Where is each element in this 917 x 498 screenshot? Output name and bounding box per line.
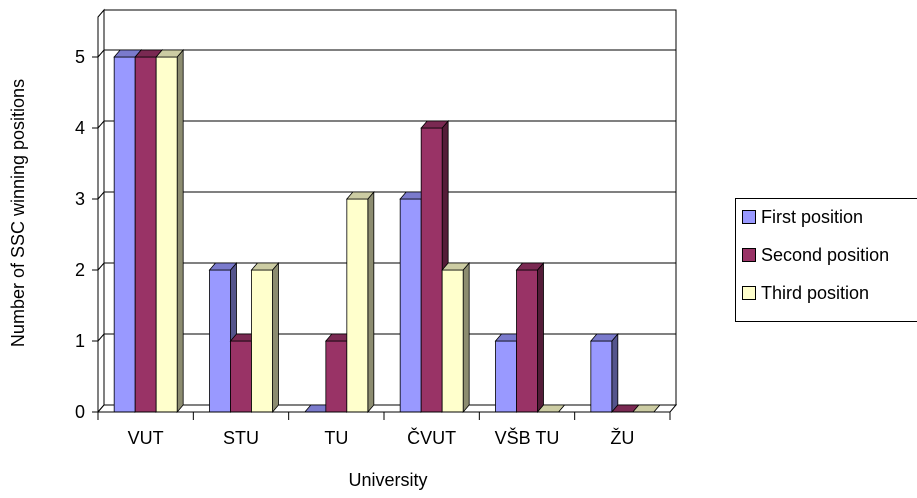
legend-item: Second position [742,245,889,265]
x-tick-label: ŽU [610,428,634,448]
bar-front [134,56,157,413]
bar [345,190,375,414]
y-tick-label: 0 [75,402,85,422]
bar [515,261,545,414]
legend-label: First position [761,206,864,227]
x-tick-label: VUT [128,428,164,448]
x-tick-label: STU [223,428,259,448]
gridline [97,262,676,271]
chart-walls [96,8,678,414]
bar-front [230,340,252,413]
x-tick-labels: VUT STU TU ČVUT VŠB TU ŽU [128,427,635,448]
bar [631,404,661,413]
legend: First position Second position Third posit… [735,198,917,322]
bar-front [441,269,464,413]
legend-item: Third position [742,283,869,303]
bar-front [155,56,178,413]
y-tick-label: 4 [75,118,85,138]
bar-side [367,190,375,414]
bar-side [537,261,544,414]
bar-top [250,262,280,271]
y-tick-label: 5 [75,47,85,67]
bar-top [441,262,471,271]
x-tick-label: ČVUT [407,427,456,448]
x-tick-label: VŠB TU [495,427,560,448]
y-tick-labels: 0 1 2 3 4 5 [75,47,85,422]
bar-side [611,332,619,414]
gridline [97,120,676,129]
bar-front [346,198,369,413]
bar-side [272,261,279,414]
bar-front [113,56,136,413]
axes [92,17,671,420]
legend-swatch [742,286,756,300]
bar [589,332,619,414]
bar-front [251,269,273,413]
bar-top [420,120,450,129]
bar-front [590,340,613,413]
bar-top [345,191,375,200]
bars [113,48,661,414]
gridline [97,333,676,342]
gridline [97,49,676,58]
floor [96,404,678,413]
bar-front [516,269,538,413]
side-wall [97,8,105,414]
y-tick-label: 2 [75,260,85,280]
bar-front [209,269,231,413]
legend-swatch [742,248,756,262]
legend-label: Second position [761,244,890,265]
y-tick-label: 3 [75,189,85,209]
legend-swatch [742,210,756,224]
bar-front [399,198,422,413]
legend-label: Third position [761,282,870,303]
x-axis-label: University [348,470,427,490]
y-tick-label: 1 [75,331,85,351]
back-wall [103,9,677,406]
bar-front [325,340,348,413]
bar-front [420,127,443,413]
bar-side [462,261,470,414]
bar-top [515,262,545,271]
bar-top [589,333,619,342]
bar-top [208,262,238,271]
bar-side [176,48,184,414]
bar [155,48,185,414]
bar [250,261,280,414]
gridline [97,191,676,200]
y-axis-label: Number of SSC winning positions [8,79,28,347]
bar [441,261,471,414]
bar-top [155,49,185,58]
x-tick-label: TU [324,428,348,448]
gridlines [97,49,676,342]
bar-front [495,340,517,413]
legend-item: First position [742,207,863,227]
